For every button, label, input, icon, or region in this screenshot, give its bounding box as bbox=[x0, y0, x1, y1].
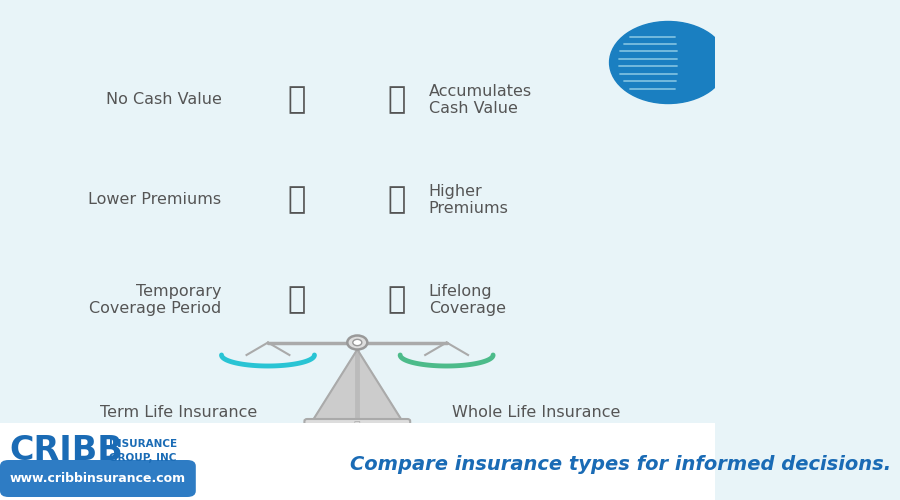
Text: Whole Life Insurance: Whole Life Insurance bbox=[452, 405, 620, 420]
Text: 💰: 💰 bbox=[388, 86, 406, 114]
Text: www.cribbinsurance.com: www.cribbinsurance.com bbox=[10, 472, 186, 484]
Text: 🪙: 🪙 bbox=[287, 186, 306, 214]
Text: 🧍: 🧍 bbox=[354, 422, 361, 432]
Text: 🔥: 🔥 bbox=[388, 286, 406, 314]
Circle shape bbox=[353, 340, 362, 345]
Text: Lower Premiums: Lower Premiums bbox=[88, 192, 221, 208]
Circle shape bbox=[609, 22, 726, 103]
Text: Lifelong
Coverage: Lifelong Coverage bbox=[428, 284, 506, 316]
FancyBboxPatch shape bbox=[304, 419, 410, 434]
FancyBboxPatch shape bbox=[0, 422, 715, 500]
Text: Accumulates
Cash Value: Accumulates Cash Value bbox=[428, 84, 532, 116]
FancyBboxPatch shape bbox=[0, 460, 196, 497]
Text: Compare insurance types for informed decisions.: Compare insurance types for informed dec… bbox=[350, 454, 891, 473]
Circle shape bbox=[347, 336, 367, 349]
Text: Higher
Premiums: Higher Premiums bbox=[428, 184, 508, 216]
Text: ⏰: ⏰ bbox=[287, 286, 306, 314]
Text: Term Life Insurance: Term Life Insurance bbox=[100, 405, 257, 420]
Text: CRIBB: CRIBB bbox=[9, 434, 123, 468]
Text: 🔒: 🔒 bbox=[388, 186, 406, 214]
Text: Temporary
Coverage Period: Temporary Coverage Period bbox=[89, 284, 221, 316]
Text: No Cash Value: No Cash Value bbox=[105, 92, 221, 108]
Text: 🏛: 🏛 bbox=[287, 86, 306, 114]
Polygon shape bbox=[313, 350, 401, 420]
Text: INSURANCE
GROUP, INC: INSURANCE GROUP, INC bbox=[109, 440, 176, 462]
